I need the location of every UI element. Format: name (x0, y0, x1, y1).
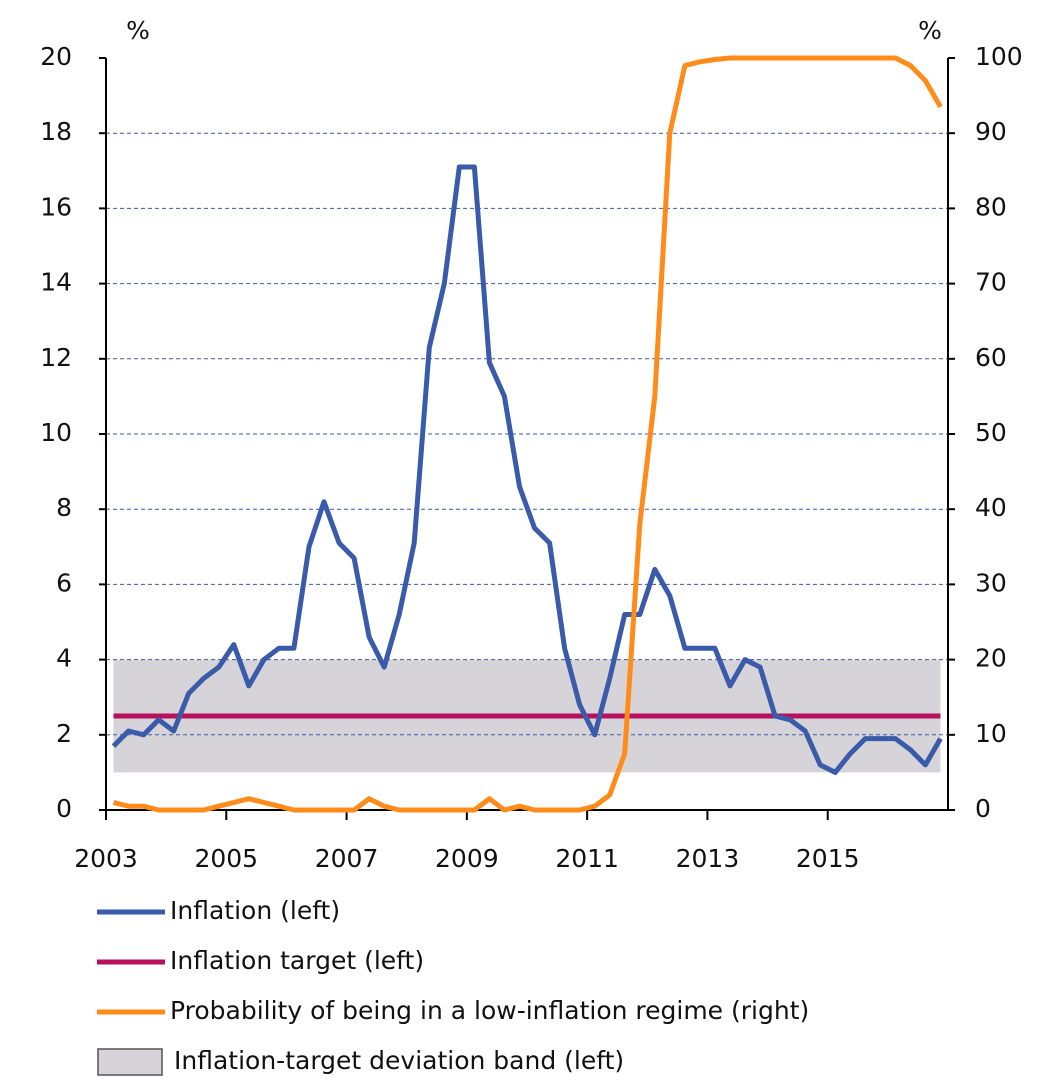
x-tick-label: 2007 (315, 844, 379, 873)
y-tick-label: 0 (56, 794, 72, 823)
series-line (112, 55, 943, 813)
y2-tick-label: 50 (975, 418, 1007, 447)
y-tick-label: 8 (56, 493, 72, 522)
y-tick-label: 2 (56, 719, 72, 748)
x-tick-label: 2013 (676, 844, 740, 873)
y2-tick-label: 20 (975, 644, 1007, 673)
legend-label: Inflation (left) (170, 896, 340, 925)
y-tick-label: 6 (56, 568, 72, 597)
y2-axis-unit: % (918, 16, 942, 45)
y-tick-label: 16 (40, 192, 72, 221)
y-tick-label: 18 (40, 117, 72, 146)
y2-tick-label: 90 (975, 117, 1007, 146)
x-tick-label: 2003 (74, 844, 138, 873)
legend-label: Inflation target (left) (170, 946, 424, 975)
y-axis-unit: % (126, 16, 150, 45)
y2-tick-label: 30 (975, 568, 1007, 597)
series-line (111, 164, 943, 775)
y2-tick-label: 100 (975, 42, 1023, 71)
y-tick-label: 12 (40, 343, 72, 372)
x-tick-label: 2015 (796, 844, 860, 873)
y2-tick-label: 40 (975, 493, 1007, 522)
legend-label: Inflation-target deviation band (left) (174, 1046, 624, 1075)
y2-tick-label: 60 (975, 343, 1007, 372)
y-tick-label: 20 (40, 42, 72, 71)
y-tick-label: 14 (40, 268, 72, 297)
legend-swatch (97, 1048, 163, 1076)
x-tick-label: 2005 (194, 844, 258, 873)
y2-tick-label: 80 (975, 192, 1007, 221)
y2-tick-label: 10 (975, 719, 1007, 748)
y2-tick-label: 0 (975, 794, 991, 823)
y-tick-label: 4 (56, 644, 72, 673)
x-tick-label: 2011 (555, 844, 619, 873)
y-tick-label: 10 (40, 418, 72, 447)
y2-tick-label: 70 (975, 268, 1007, 297)
x-tick-label: 2009 (435, 844, 499, 873)
legend-label: Probability of being in a low-inflation … (170, 996, 809, 1025)
